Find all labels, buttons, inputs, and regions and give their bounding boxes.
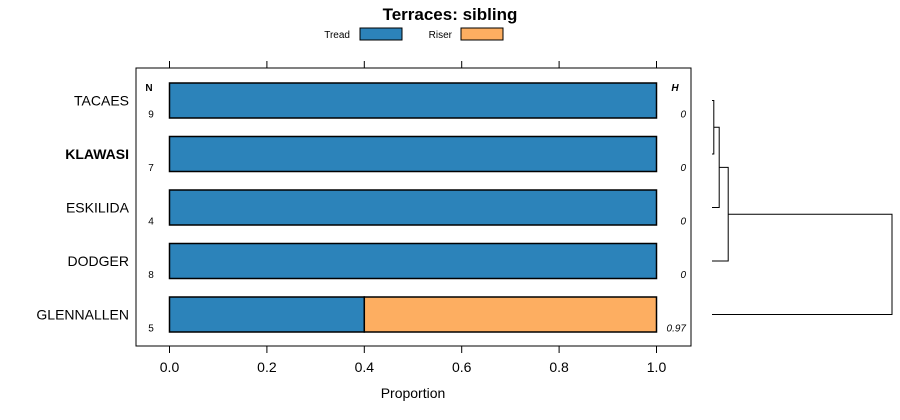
- bar-tread: [168, 242, 658, 280]
- n-value: 4: [148, 217, 154, 228]
- x-tick-label: 0.0: [160, 359, 180, 375]
- n-value: 8: [148, 270, 154, 281]
- n-value: 9: [148, 110, 154, 121]
- bar-tread: [168, 82, 658, 119]
- h-value: 0: [680, 110, 686, 121]
- legend-label-tread: Tread: [324, 30, 350, 41]
- plot-frame: [135, 67, 692, 347]
- bar-tread: [168, 189, 658, 226]
- category-label: KLAWASI: [65, 146, 129, 162]
- row-eskilida: ESKILIDA 4 0: [66, 189, 686, 228]
- dendrogram-branch: [712, 166, 729, 262]
- dendrogram-branch: [712, 213, 893, 315]
- legend-swatch-riser: [460, 27, 504, 41]
- category-label: TACAES: [74, 93, 129, 109]
- bar-tread: [168, 296, 366, 333]
- dendrogram-branch: [712, 126, 720, 208]
- x-tick-label: 1.0: [647, 359, 667, 375]
- x-axis-title: Proportion: [381, 385, 446, 401]
- row-klawasi: KLAWASI 7 0: [65, 135, 686, 174]
- legend: Tread Riser: [324, 27, 504, 41]
- bar-riser: [363, 296, 658, 333]
- row-dodger: DODGER 8 0: [68, 242, 686, 281]
- x-tick-label: 0.6: [452, 359, 472, 375]
- row-tacaes: TACAES 9 0: [74, 82, 686, 121]
- chart-title: Terraces: sibling: [383, 5, 518, 24]
- row-glennallen: GLENNALLEN 5 0.97: [36, 296, 687, 335]
- bar-rows: TACAES 9 0 KLAWASI 7 0 ESKILIDA 4 0 DODGER 8 0 GLENN…: [36, 82, 687, 335]
- x-tick-label: 0.2: [257, 359, 277, 375]
- category-label: DODGER: [68, 253, 129, 269]
- h-value: 0: [680, 163, 686, 174]
- bar-tread: [168, 135, 658, 173]
- legend-label-riser: Riser: [429, 30, 453, 41]
- h-value: 0: [680, 217, 686, 228]
- top-axis: [169, 61, 657, 68]
- h-value: 0.97: [667, 324, 687, 335]
- dendrogram: [712, 100, 893, 315]
- h-column-header: H: [671, 83, 679, 94]
- n-value: 5: [148, 324, 154, 335]
- legend-swatch-tread: [359, 27, 403, 41]
- x-tick-label: 0.4: [355, 359, 375, 375]
- h-value: 0: [680, 270, 686, 281]
- category-label: ESKILIDA: [66, 200, 130, 216]
- x-axis: 0.0 0.2 0.4 0.6 0.8 1.0: [160, 346, 667, 375]
- dendrogram-branch: [712, 100, 715, 155]
- x-tick-label: 0.8: [549, 359, 569, 375]
- n-column-header: N: [145, 83, 152, 94]
- category-label: GLENNALLEN: [36, 307, 129, 323]
- n-value: 7: [148, 163, 154, 174]
